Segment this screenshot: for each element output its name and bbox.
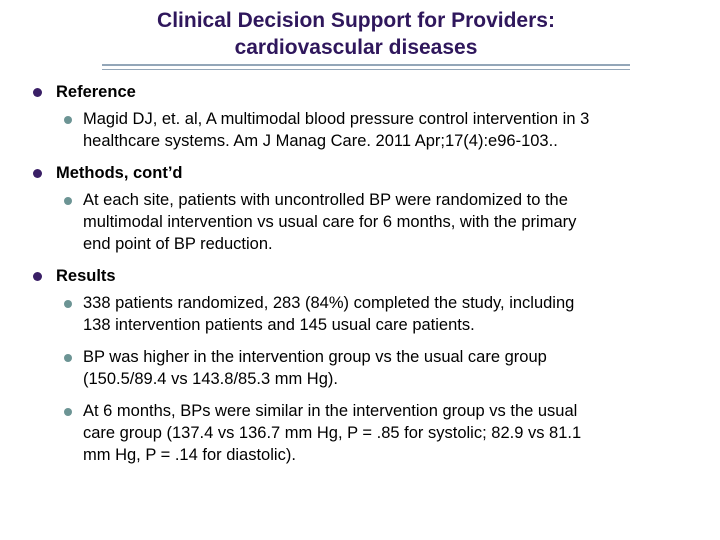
bullet-item-level2: At 6 months, BPs were similar in the int…: [0, 400, 696, 466]
bullet-item-level2: Magid DJ, et. al, A multimodal blood pre…: [0, 108, 696, 152]
bullet-icon: [64, 408, 72, 416]
bullet-text: Magid DJ, et. al, A multimodal blood pre…: [83, 110, 590, 150]
bullet-text: Results: [56, 267, 116, 285]
bullet-text: Methods, cont’d: [56, 164, 183, 182]
bullet-item-level1: Methods, cont’d: [0, 162, 696, 184]
bullet-icon: [64, 197, 72, 205]
bullet-text: At 6 months, BPs were similar in the int…: [83, 402, 582, 464]
bullet-item-level1: Reference: [0, 81, 696, 103]
bullet-icon: [33, 272, 42, 281]
slide-body: Reference Magid DJ, et. al, A multimodal …: [0, 81, 696, 466]
bullet-item-level1: Results: [0, 265, 696, 287]
slide-title: Clinical Decision Support for Providers:…: [157, 9, 555, 59]
bullet-icon: [33, 88, 42, 97]
bullet-text: 338 patients randomized, 283 (84%) compl…: [83, 294, 575, 334]
bullet-item-level2: 338 patients randomized, 283 (84%) compl…: [0, 292, 696, 336]
bullet-icon: [33, 169, 42, 178]
bullet-icon: [64, 116, 72, 124]
bullet-text: BP was higher in the intervention group …: [83, 348, 547, 388]
title-divider: [102, 64, 630, 70]
bullet-text: At each site, patients with uncontrolled…: [83, 191, 577, 253]
bullet-item-level2: BP was higher in the intervention group …: [0, 346, 696, 390]
bullet-icon: [64, 300, 72, 308]
bullet-item-level2: At each site, patients with uncontrolled…: [0, 189, 696, 255]
bullet-text: Reference: [56, 83, 136, 101]
bullet-icon: [64, 354, 72, 362]
